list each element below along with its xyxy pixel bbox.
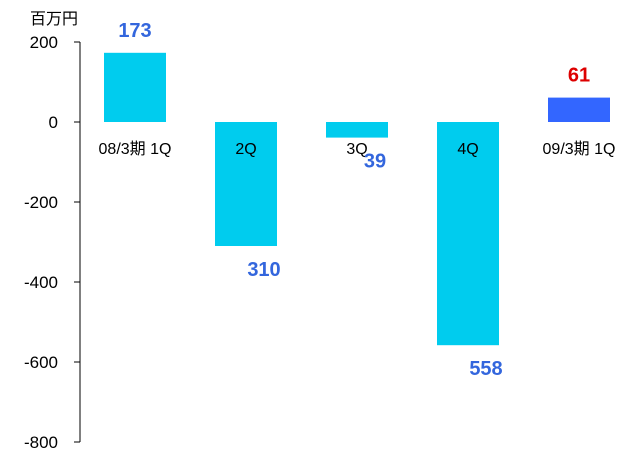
- data-label: 310: [247, 259, 280, 281]
- y-tick-label: -400: [24, 273, 58, 292]
- bar: [548, 97, 610, 122]
- y-tick-label: 0: [49, 113, 58, 132]
- bar: [437, 122, 499, 346]
- y-tick-label: -800: [24, 433, 58, 452]
- bars: [104, 52, 610, 346]
- data-label: 61: [568, 65, 590, 87]
- y-tick-label: -600: [24, 353, 58, 372]
- y-axis-unit-label: 百万円: [30, 11, 78, 28]
- data-label: 39: [364, 151, 386, 173]
- category-label: 08/3期 1Q: [99, 140, 172, 158]
- bar: [326, 122, 388, 138]
- y-tick-label: 200: [30, 33, 58, 52]
- y-tick-label: -200: [24, 193, 58, 212]
- category-label: 4Q: [457, 141, 478, 158]
- y-axis: 200 0 -200 -400 -600 -800: [24, 33, 81, 452]
- category-label: 3Q: [346, 141, 367, 158]
- category-label: 09/3期 1Q: [543, 140, 616, 158]
- category-label: 2Q: [235, 141, 256, 158]
- data-label: 173: [118, 20, 151, 42]
- data-label: 558: [469, 358, 502, 380]
- bar: [215, 122, 277, 246]
- bar: [104, 52, 166, 122]
